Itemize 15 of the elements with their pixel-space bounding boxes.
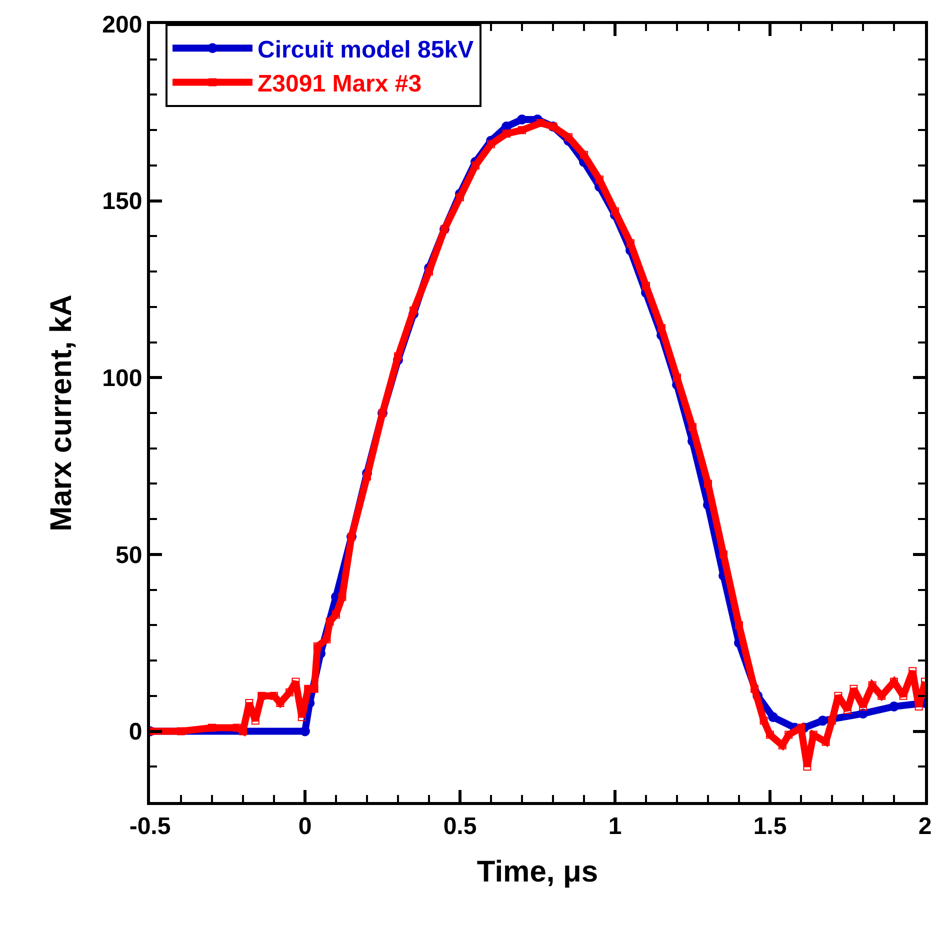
x-tick-label: 2: [918, 812, 932, 840]
y-tick-label: 50: [115, 542, 142, 569]
x-tick-label: 0: [298, 812, 312, 840]
legend-label: Circuit model 85kV: [258, 36, 474, 64]
y-tick-label: 150: [102, 188, 142, 216]
legend-label: Z3091 Marx #3: [258, 70, 422, 98]
y-tick-label: 100: [102, 365, 142, 392]
x-axis-title: Time, μs: [476, 855, 598, 888]
x-tick-label: -0.5: [129, 812, 171, 840]
x-tick-label: 1: [608, 812, 622, 840]
x-tick-label: 1.5: [753, 812, 787, 840]
y-tick-label: 0: [128, 718, 142, 746]
y-tick-label: 200: [102, 11, 142, 38]
y-axis-title: Marx current, kA: [45, 294, 78, 532]
x-tick-label: 0.5: [443, 812, 477, 840]
